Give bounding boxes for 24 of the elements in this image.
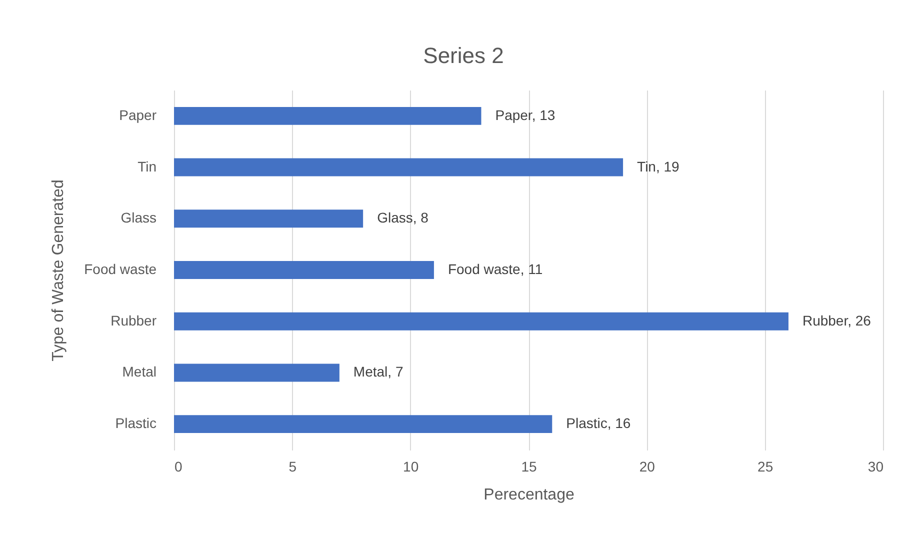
data-label: Plastic, 16 (566, 415, 631, 432)
data-label: Tin, 19 (637, 158, 680, 174)
y-tick-label: Rubber (110, 312, 157, 328)
x-axis-title: Perecentage (484, 486, 574, 504)
data-label: Rubber, 26 (802, 312, 872, 328)
y-tick-label: Paper (119, 106, 157, 123)
data-label: Food waste, 11 (448, 261, 543, 277)
x-tick-label: 25 (758, 458, 774, 474)
data-label: Paper, 13 (495, 106, 556, 123)
y-tick-label: Food waste (84, 261, 157, 277)
x-tick-label: 0 (174, 458, 182, 474)
x-tick-label: 20 (639, 458, 656, 474)
data-label: Metal, 7 (353, 364, 404, 380)
x-tick-label: 5 (288, 458, 297, 474)
y-tick-label: Glass (120, 210, 156, 226)
x-tick-label: 15 (521, 458, 537, 474)
data-label: Glass, 8 (377, 210, 429, 226)
x-tick-label: 10 (403, 458, 419, 474)
y-tick-label: Metal (122, 364, 156, 380)
chart-title: Series 2 (423, 43, 504, 68)
x-tick-label: 30 (868, 458, 884, 474)
y-tick-label: Plastic (115, 415, 156, 432)
y-tick-label: Tin (138, 158, 156, 174)
y-axis-title: Type of Waste Generated (50, 180, 68, 362)
